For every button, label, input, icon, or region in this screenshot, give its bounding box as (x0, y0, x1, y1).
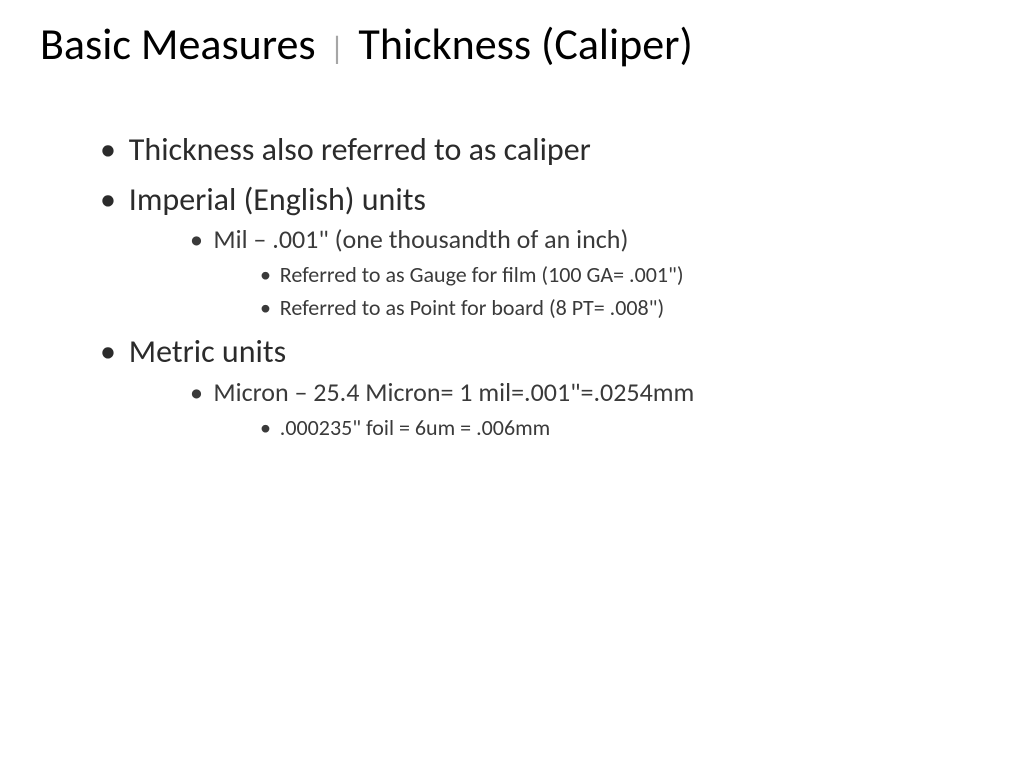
title-separator: | (330, 31, 345, 66)
title-main: Basic Measures (40, 20, 316, 68)
bullet-list: Thickness also referred to as caliper Im… (40, 128, 984, 444)
title-sub: Thickness (Caliper) (358, 20, 692, 68)
list-item: Metric units (100, 330, 984, 373)
list-item: Thickness also referred to as caliper (100, 128, 984, 171)
list-item: .000235" foil = 6um = .006mm (260, 411, 984, 444)
list-item: Referred to as Point for board (8 PT= .0… (260, 291, 984, 324)
list-item: Mil – .001" (one thousandth of an inch) (190, 221, 984, 259)
list-item: Micron – 25.4 Micron= 1 mil=.001"=.0254m… (190, 374, 984, 412)
slide: Basic Measures | Thickness (Caliper) Thi… (0, 0, 1024, 768)
list-item: Referred to as Gauge for film (100 GA= .… (260, 258, 984, 291)
list-item: Imperial (English) units (100, 178, 984, 221)
slide-title: Basic Measures | Thickness (Caliper) (40, 20, 984, 68)
